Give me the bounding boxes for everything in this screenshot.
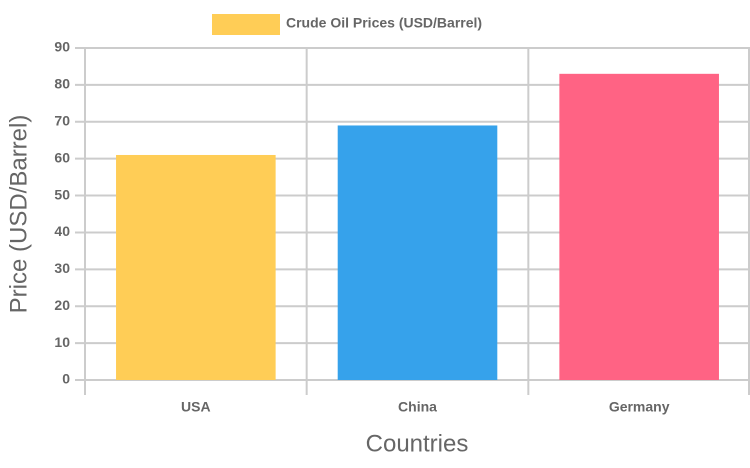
y-tick-label: 80 <box>54 76 70 92</box>
y-tick-label: 50 <box>54 186 70 202</box>
x-axis-title: Countries <box>366 430 469 457</box>
y-axis-title: Price (USD/Barrel) <box>5 115 32 314</box>
x-tick-label: Germany <box>609 399 670 415</box>
y-tick-label: 40 <box>54 223 70 239</box>
y-tick-label: 0 <box>62 371 70 387</box>
bar <box>116 154 276 380</box>
y-tick-label: 90 <box>54 39 70 55</box>
legend-label: Crude Oil Prices (USD/Barrel) <box>286 15 482 31</box>
y-tick-label: 20 <box>54 297 70 313</box>
y-tick-label: 30 <box>54 260 70 276</box>
bar <box>559 73 719 381</box>
bar <box>337 125 498 380</box>
legend-swatch <box>212 14 280 35</box>
y-tick-label: 60 <box>54 149 70 165</box>
x-tick-label: USA <box>181 399 211 415</box>
y-tick-label: 10 <box>54 334 70 350</box>
y-tick-label: 70 <box>54 112 70 128</box>
x-tick-label: China <box>398 399 437 415</box>
